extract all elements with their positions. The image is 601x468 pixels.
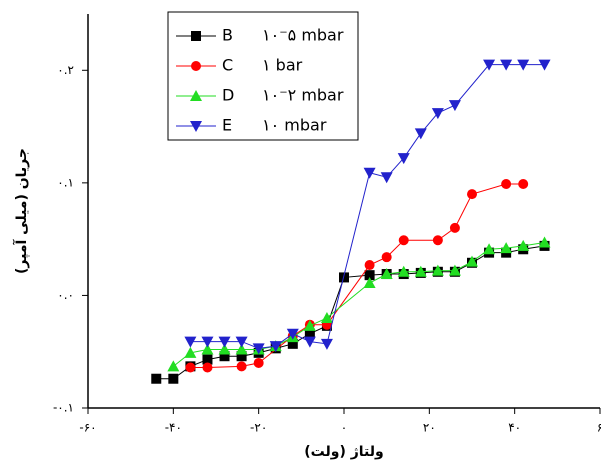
y-axis-label: جریان (میلی آمپر)	[12, 148, 30, 274]
series-line	[156, 245, 545, 380]
x-tick-label: ۴۰	[508, 421, 521, 435]
marker	[287, 338, 298, 349]
x-tick-label: -۶۰	[79, 421, 96, 435]
marker	[432, 235, 443, 246]
marker	[518, 178, 529, 189]
marker	[236, 351, 247, 362]
marker	[167, 360, 180, 372]
marker	[235, 343, 248, 355]
legend-marker	[190, 90, 202, 101]
x-tick-label: -۴۰	[165, 421, 182, 435]
marker	[517, 59, 530, 71]
legend-pressure: ۱ bar	[262, 56, 303, 75]
marker	[236, 361, 247, 372]
marker	[380, 172, 393, 184]
marker	[364, 270, 375, 281]
marker	[538, 59, 551, 71]
marker	[431, 108, 444, 120]
marker	[303, 319, 316, 331]
marker	[201, 343, 214, 355]
legend-pressure: ۱۰⁻۵ mbar	[262, 26, 344, 45]
marker	[501, 178, 512, 189]
marker	[380, 268, 393, 280]
marker	[517, 239, 530, 251]
marker	[168, 373, 179, 384]
legend-marker	[191, 31, 201, 41]
legend-pressure: ۱۰ mbar	[262, 116, 327, 135]
marker	[538, 236, 551, 248]
marker	[219, 351, 230, 362]
marker	[448, 100, 461, 112]
marker	[218, 343, 231, 355]
marker	[448, 264, 461, 276]
marker	[235, 336, 248, 348]
marker	[500, 59, 513, 71]
marker	[467, 189, 477, 200]
marker	[185, 362, 196, 373]
marker	[320, 311, 333, 323]
legend-marker	[190, 121, 202, 132]
marker	[202, 354, 213, 365]
marker	[320, 338, 333, 350]
x-tick-label: ۰	[341, 421, 347, 435]
marker	[363, 167, 376, 179]
y-tick-label: ۰.۱	[57, 175, 74, 189]
marker	[363, 277, 376, 289]
marker	[397, 265, 410, 277]
legend-label: E	[222, 116, 232, 135]
marker	[184, 336, 197, 348]
marker	[414, 265, 427, 277]
marker	[500, 242, 513, 254]
marker	[483, 243, 496, 255]
marker	[303, 336, 316, 348]
series-line	[173, 242, 545, 367]
marker	[381, 252, 392, 263]
x-tick-label: ۲۰	[423, 421, 436, 435]
marker	[397, 153, 410, 165]
marker	[364, 260, 375, 271]
marker	[218, 336, 231, 348]
marker	[466, 255, 478, 267]
legend-marker	[191, 61, 201, 71]
legend-label: C	[222, 56, 233, 75]
marker	[414, 128, 427, 140]
marker	[202, 362, 213, 373]
y-tick-label: ۰.۲	[57, 63, 74, 77]
legend-pressure: ۱۰⁻۲ mbar	[262, 86, 344, 105]
marker	[304, 328, 315, 339]
legend-label: D	[222, 86, 234, 105]
marker	[201, 336, 214, 348]
marker	[398, 235, 409, 246]
x-tick-label: -۲۰	[250, 421, 267, 435]
x-axis-label: ولتاژ (ولت)	[304, 444, 383, 460]
marker	[184, 346, 197, 358]
marker	[483, 59, 496, 71]
legend-label: B	[222, 26, 233, 45]
x-tick-label: ۶	[597, 421, 601, 435]
marker	[252, 343, 265, 355]
marker	[253, 357, 264, 368]
marker	[449, 222, 460, 233]
y-tick-label: -۰.۱	[53, 401, 74, 415]
marker	[269, 341, 282, 353]
y-tick-label: ۰.۰	[57, 288, 74, 302]
marker	[151, 373, 162, 384]
marker	[286, 328, 299, 340]
marker	[431, 264, 444, 276]
